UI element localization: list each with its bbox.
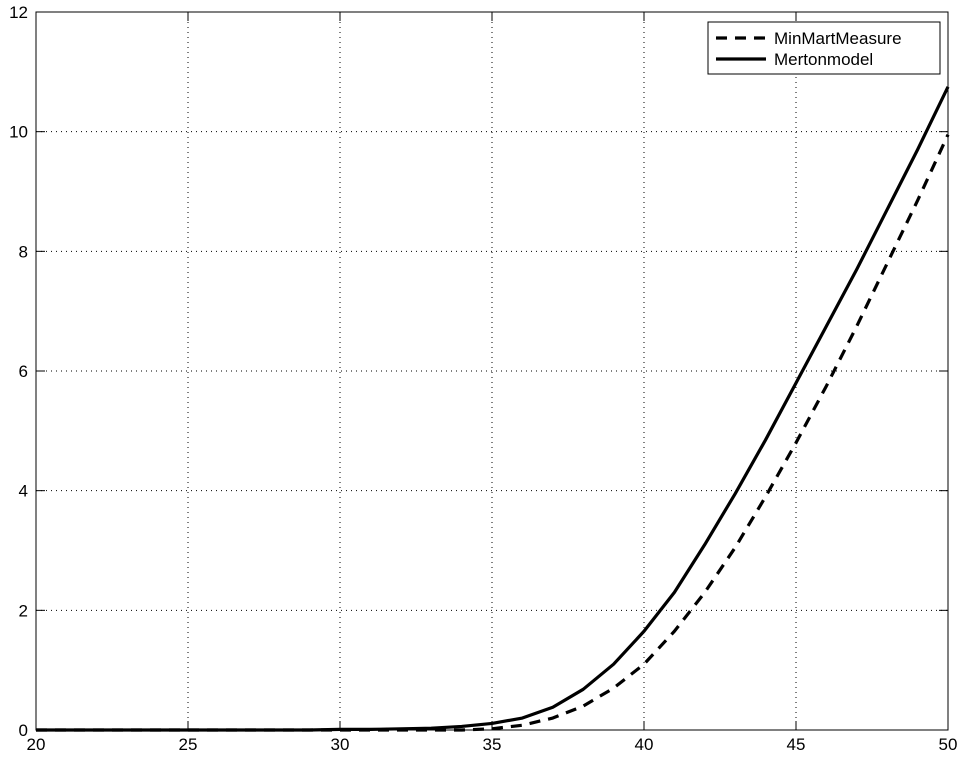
y-tick-label: 10 [9, 123, 28, 142]
legend: MinMartMeasure Mertonmodel [707, 21, 941, 75]
y-tick-label: 8 [19, 242, 28, 261]
y-tick-label: 0 [19, 721, 28, 740]
legend-label: Mertonmodel [774, 50, 873, 69]
series-layer [36, 86, 950, 732]
x-tick-label: 35 [483, 735, 502, 754]
y-tick-label: 4 [19, 482, 28, 501]
x-tick-label: 20 [27, 735, 46, 754]
x-tick-label: 50 [939, 735, 958, 754]
legend-box [707, 21, 941, 75]
tick-labels: 20 25 30 35 40 45 50 0 2 4 6 8 10 12 [9, 3, 957, 754]
axis-ticks [35, 11, 949, 731]
x-tick-label: 45 [787, 735, 806, 754]
y-tick-label: 2 [19, 601, 28, 620]
y-tick-label: 12 [9, 3, 28, 22]
y-tick-label: 6 [19, 362, 28, 381]
x-tick-label: 25 [179, 735, 198, 754]
x-tick-label: 40 [635, 735, 654, 754]
grid-lines [36, 12, 948, 730]
series-line-mertonmodel [36, 86, 950, 732]
legend-label: MinMartMeasure [774, 29, 902, 48]
x-tick-label: 30 [331, 735, 350, 754]
